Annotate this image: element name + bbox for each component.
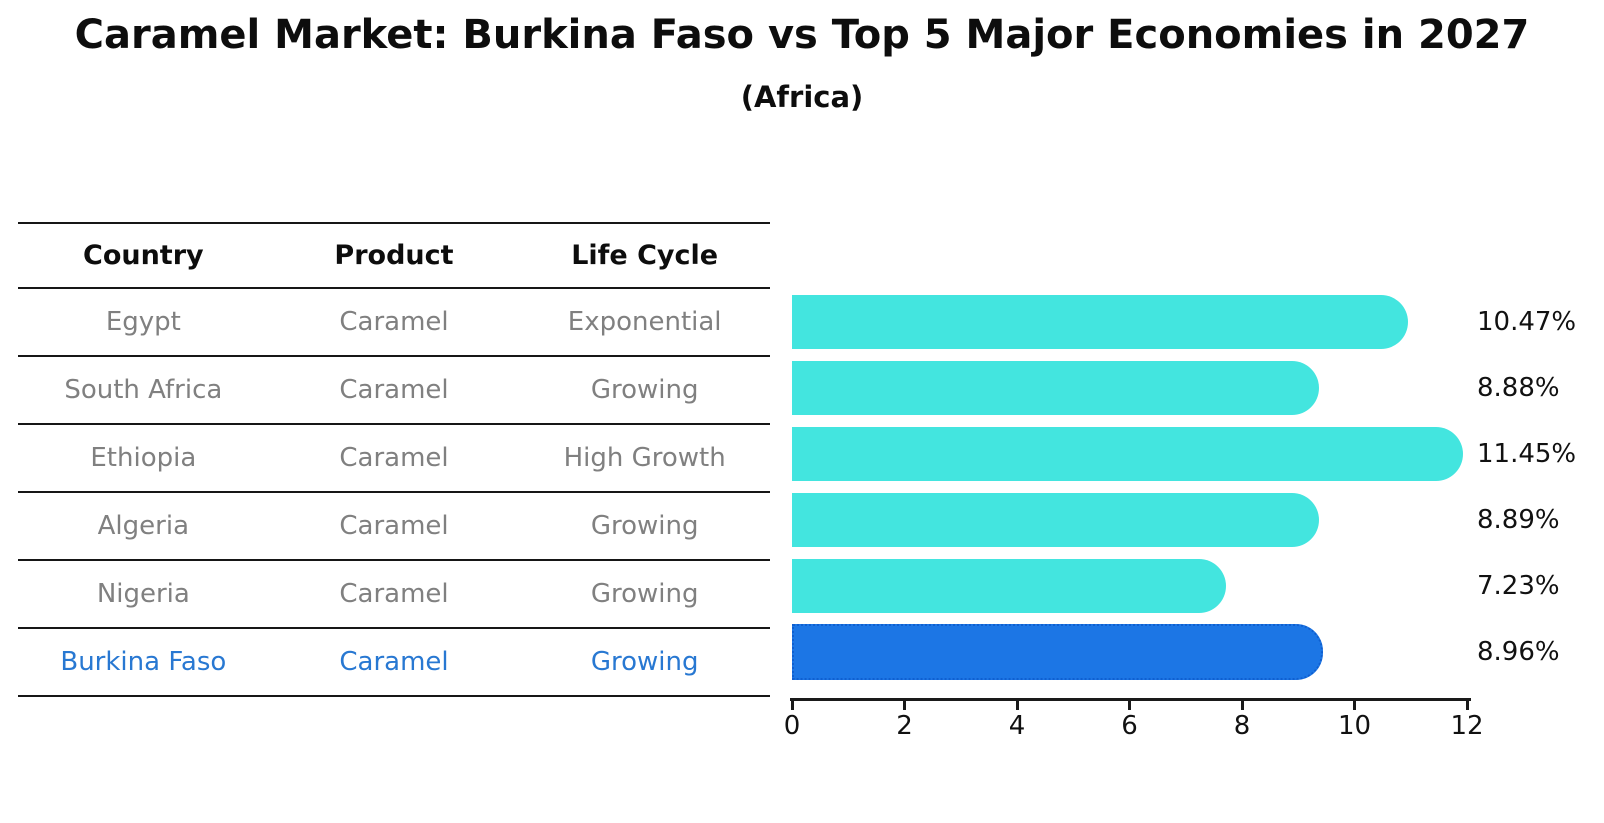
cell-country: Algeria [97, 511, 189, 541]
bar-nigeria [792, 559, 1226, 613]
chart-subtitle: (Africa) [740, 80, 864, 114]
table-row: Algeria Caramel Growing [18, 493, 770, 561]
cell-life-cycle: Growing [590, 511, 699, 541]
cell-product: Caramel [339, 579, 449, 609]
column-header-country: Country [83, 240, 204, 271]
cell-product: Caramel [339, 307, 449, 337]
bar-ethiopia [792, 427, 1464, 481]
bar-value-label: 8.88% [1477, 373, 1560, 403]
x-axis-tick [1353, 701, 1356, 710]
cell-country: Nigeria [96, 579, 190, 609]
cell-country: South Africa [64, 375, 223, 405]
table-row: South Africa Caramel Growing [18, 357, 770, 425]
cell-product: Caramel [339, 375, 449, 405]
cell-life-cycle: High Growth [563, 443, 726, 473]
cell-life-cycle: Growing [590, 375, 699, 405]
x-axis-tick [1240, 701, 1244, 710]
x-axis-tick [1128, 701, 1131, 710]
cell-product: Caramel [339, 443, 449, 473]
bar-burkina-faso [792, 624, 1323, 680]
x-axis-tick-label: 4 [1008, 711, 1026, 741]
bar-value-label: 8.89% [1477, 505, 1560, 535]
x-axis-tick [790, 701, 794, 710]
cell-life-cycle: Growing [590, 647, 699, 677]
x-axis-tick [1465, 701, 1469, 710]
table-row: Ethiopia Caramel High Growth [18, 425, 770, 493]
cell-country: Ethiopia [90, 443, 197, 473]
table-row: Nigeria Caramel Growing [18, 561, 770, 629]
cell-country: Burkina Faso [60, 647, 227, 677]
data-table: Country Product Life Cycle Egypt Caramel… [18, 222, 770, 697]
x-axis-tick [1015, 701, 1019, 710]
x-axis-tick-label: 10 [1337, 711, 1372, 741]
bar-algeria [792, 493, 1320, 547]
x-axis-tick-label: 0 [783, 711, 801, 741]
cell-country: Egypt [105, 307, 181, 337]
table-header-row: Country Product Life Cycle [18, 224, 770, 289]
column-header-life-cycle: Life Cycle [571, 240, 719, 271]
x-axis-tick-label: 2 [896, 711, 913, 741]
table-row: Egypt Caramel Exponential [18, 289, 770, 357]
bar-value-label: 10.47% [1477, 307, 1577, 337]
x-axis-tick-label: 12 [1450, 711, 1484, 741]
cell-product: Caramel [339, 647, 449, 677]
cell-life-cycle: Growing [590, 579, 699, 609]
cell-life-cycle: Exponential [567, 307, 722, 337]
bar-value-label: 7.23% [1477, 571, 1560, 601]
cell-product: Caramel [339, 511, 449, 541]
column-header-product: Product [334, 240, 454, 271]
x-axis-line [790, 698, 1471, 701]
bar-south-africa [792, 361, 1319, 415]
bar-egypt [792, 295, 1408, 349]
bar-value-label: 8.96% [1477, 637, 1560, 667]
x-axis-tick-label: 8 [1233, 711, 1251, 741]
bar-value-label: 11.45% [1477, 439, 1577, 469]
x-axis-tick [903, 701, 906, 710]
chart-title: Caramel Market: Burkina Faso vs Top 5 Ma… [74, 12, 1530, 58]
table-row-highlighted: Burkina Faso Caramel Growing [18, 629, 770, 697]
x-axis-tick-label: 6 [1121, 711, 1138, 741]
